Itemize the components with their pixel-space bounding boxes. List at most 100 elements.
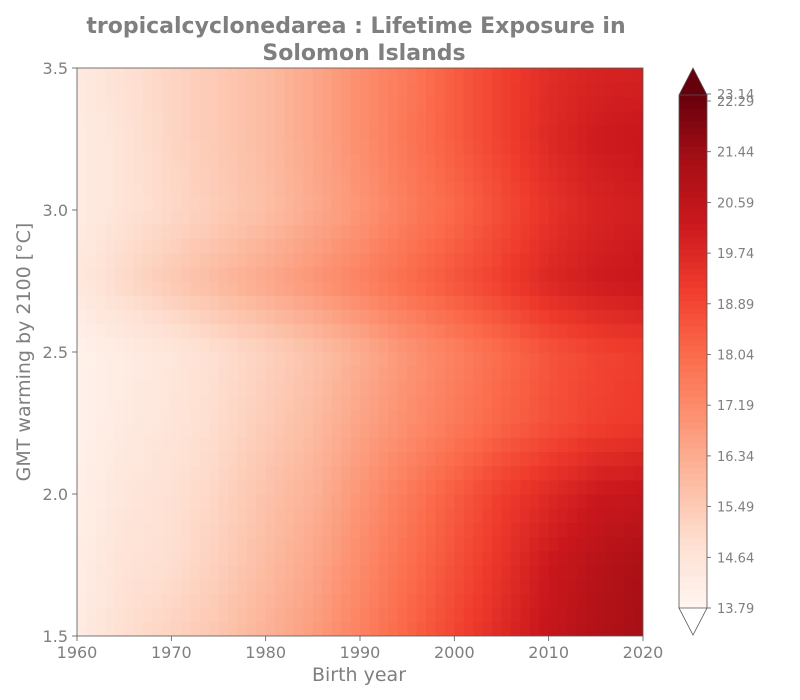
heatmap-cell	[558, 536, 569, 552]
heatmap-cell	[331, 394, 342, 410]
heatmap-cell	[529, 550, 540, 566]
heatmap-cell	[388, 607, 399, 623]
heatmap-cell	[171, 494, 182, 509]
heatmap-cell	[407, 82, 418, 97]
heatmap-cell	[218, 82, 229, 97]
heatmap-cell	[595, 224, 606, 239]
heatmap-cell	[218, 536, 229, 552]
heatmap-cell	[246, 522, 257, 538]
heatmap-cell	[180, 153, 191, 168]
heatmap-cell	[246, 550, 257, 566]
heatmap-cell	[350, 167, 361, 183]
heatmap-cell	[293, 437, 304, 452]
heatmap-cell	[454, 68, 465, 83]
heatmap-cell	[435, 337, 446, 353]
colorbar-segment	[679, 242, 707, 250]
heatmap-cell	[199, 494, 210, 509]
heatmap-cell	[171, 281, 182, 296]
heatmap-cell	[86, 394, 97, 410]
colorbar-tick-label: 14.64	[717, 551, 754, 566]
heatmap-cell	[95, 352, 106, 367]
heatmap-cell	[133, 153, 144, 168]
heatmap-cell	[510, 167, 521, 183]
heatmap-cell	[124, 550, 135, 566]
heatmap-cell	[199, 394, 210, 410]
heatmap-cell	[529, 68, 540, 83]
heatmap-cell	[595, 408, 606, 424]
heatmap-cell	[114, 124, 125, 140]
heatmap-cell	[190, 565, 201, 580]
heatmap-cell	[171, 621, 182, 636]
heatmap-cell	[605, 550, 616, 566]
heatmap-cell	[416, 110, 427, 126]
heatmap-cell	[114, 281, 125, 296]
heatmap-cell	[558, 423, 569, 438]
heatmap-cell	[312, 309, 323, 325]
heatmap-cell	[444, 68, 455, 83]
heatmap-cell	[444, 96, 455, 112]
heatmap-cell	[95, 124, 106, 140]
heatmap-cell	[143, 593, 154, 609]
heatmap-cell	[114, 380, 125, 396]
heatmap-cell	[312, 607, 323, 623]
heatmap-cell	[378, 96, 389, 112]
heatmap-cell	[473, 366, 484, 381]
heatmap-cell	[633, 408, 643, 424]
heatmap-cell	[133, 494, 144, 509]
heatmap-cell	[77, 380, 88, 396]
heatmap-cell	[341, 607, 352, 623]
heatmap-cell	[86, 451, 97, 467]
heatmap-cell	[501, 110, 512, 126]
heatmap-cell	[539, 508, 550, 523]
heatmap-cell	[143, 621, 154, 636]
heatmap-cell	[444, 593, 455, 609]
heatmap-cell	[360, 550, 371, 566]
heatmap-cell	[595, 337, 606, 353]
heatmap-cell	[199, 437, 210, 452]
heatmap-cell	[501, 593, 512, 609]
heatmap-cell	[143, 522, 154, 538]
heatmap-cell	[275, 124, 286, 140]
heatmap-cell	[227, 536, 238, 552]
y-tick-label: 2.0	[43, 485, 68, 504]
heatmap-cell	[492, 266, 503, 282]
heatmap-cell	[133, 536, 144, 552]
heatmap-cell	[171, 522, 182, 538]
heatmap-cell	[256, 323, 267, 339]
heatmap-cell	[350, 181, 361, 197]
heatmap-cell	[152, 550, 163, 566]
heatmap-cell	[369, 479, 380, 495]
heatmap-cell	[246, 124, 257, 140]
heatmap-cell	[293, 508, 304, 523]
heatmap-cell	[143, 408, 154, 424]
heatmap-cell	[624, 579, 635, 594]
heatmap-cell	[265, 508, 276, 523]
heatmap-cell	[293, 337, 304, 353]
heatmap-cell	[416, 366, 427, 381]
heatmap-cell	[143, 181, 154, 197]
heatmap-cell	[265, 82, 276, 97]
heatmap-cell	[265, 96, 276, 112]
heatmap-cell	[501, 238, 512, 254]
heatmap-cell	[227, 550, 238, 566]
heatmap-cell	[284, 579, 295, 594]
heatmap-cell	[605, 124, 616, 140]
heatmap-cell	[275, 479, 286, 495]
heatmap-cell	[218, 451, 229, 467]
heatmap-cell	[341, 550, 352, 566]
heatmap-cell	[265, 181, 276, 197]
heatmap-cell	[397, 139, 408, 154]
heatmap-cell	[293, 408, 304, 424]
heatmap-cell	[510, 281, 521, 296]
heatmap-cell	[463, 238, 474, 254]
heatmap-cell	[473, 579, 484, 594]
heatmap-cell	[77, 621, 88, 636]
heatmap-cell	[331, 607, 342, 623]
heatmap-cell	[209, 167, 220, 183]
heatmap-cell	[529, 593, 540, 609]
heatmap-cell	[143, 309, 154, 325]
heatmap-cell	[463, 110, 474, 126]
heatmap-cell	[86, 153, 97, 168]
colorbar-segment	[679, 473, 707, 481]
heatmap-cell	[322, 579, 333, 594]
